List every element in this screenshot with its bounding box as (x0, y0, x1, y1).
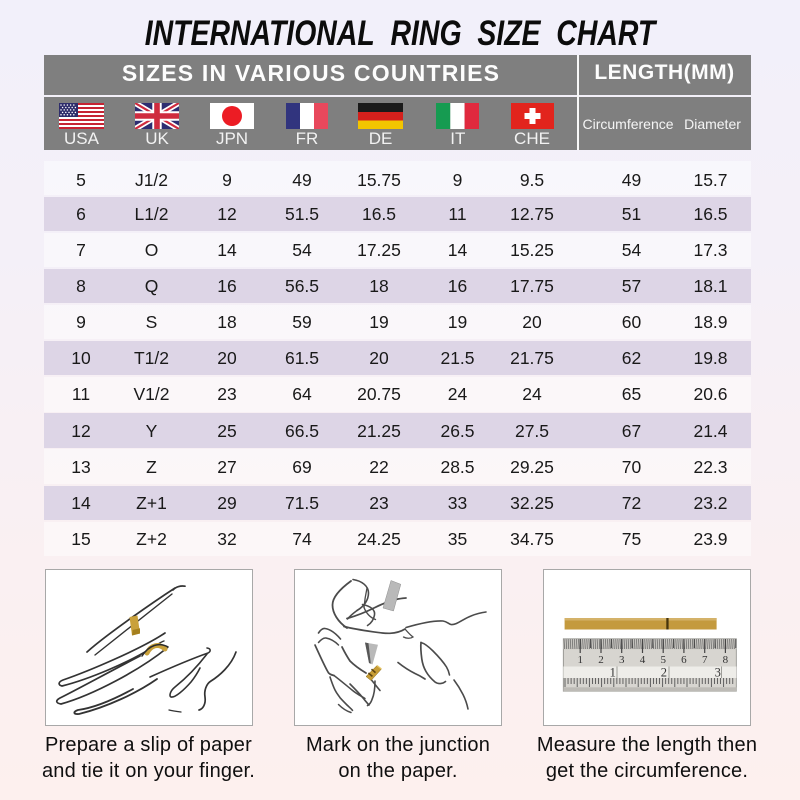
svg-text:2: 2 (661, 666, 667, 680)
svg-text:3: 3 (619, 654, 625, 666)
svg-text:7: 7 (702, 654, 708, 666)
svg-text:2: 2 (598, 654, 604, 666)
svg-text:1: 1 (577, 654, 583, 666)
svg-text:3: 3 (715, 666, 721, 680)
svg-text:4: 4 (640, 654, 646, 666)
svg-text:5: 5 (660, 654, 666, 666)
svg-text:8: 8 (723, 654, 729, 666)
svg-text:6: 6 (681, 654, 687, 666)
svg-text:1: 1 (610, 666, 616, 680)
